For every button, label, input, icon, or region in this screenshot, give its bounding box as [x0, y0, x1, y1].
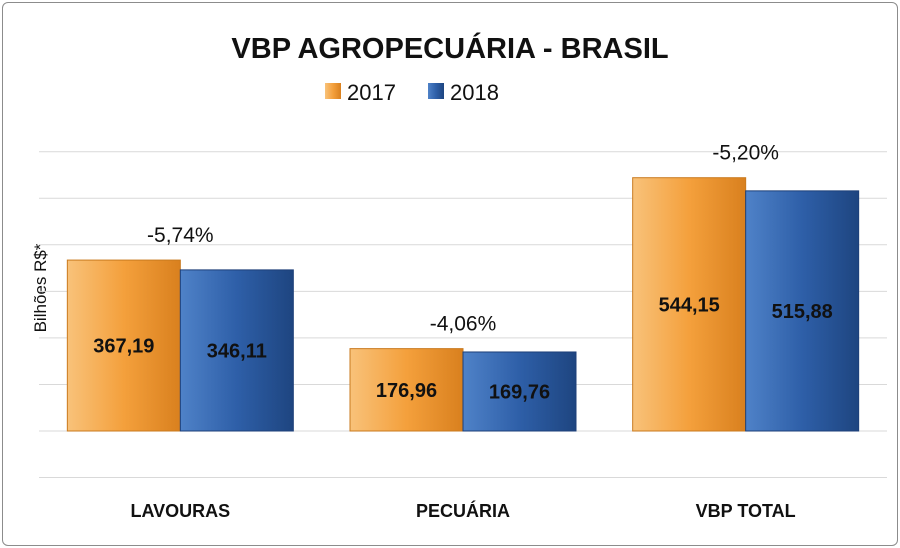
category-label: PECUÁRIA	[416, 500, 510, 521]
bar-2018-3	[745, 190, 860, 432]
y-axis-label: Bilhões R$*	[31, 243, 50, 332]
bar-value-label: 176,96	[376, 380, 437, 402]
change-label: -5,74%	[147, 224, 214, 247]
bar-2018-1	[179, 269, 294, 432]
category-label: LAVOURAS	[130, 501, 230, 521]
bar-chart: VBP AGROPECUÁRIA - BRASIL 2017 2018 Bilh…	[31, 31, 887, 521]
bar-value-label: 346,11	[207, 340, 267, 362]
bar-value-label: 515,88	[772, 301, 833, 323]
legend: 2017 2018	[325, 80, 499, 105]
bar-value-label: 169,76	[489, 381, 550, 403]
bar-2018-2	[462, 351, 577, 432]
value-labels: 367,19 346,11 -5,74% 176,96 169,76 -4,06% 544,…	[93, 142, 833, 404]
legend-swatch-2017	[325, 83, 341, 99]
legend-label-2017: 2017	[347, 80, 396, 105]
category-label: VBP TOTAL	[696, 501, 796, 521]
change-label: -4,06%	[430, 313, 497, 336]
legend-label-2018: 2018	[450, 80, 499, 105]
bars	[66, 177, 860, 432]
legend-swatch-2018	[428, 83, 444, 99]
bar-2017-2	[349, 348, 464, 432]
category-labels: LAVOURAS PECUÁRIA VBP TOTAL	[130, 500, 795, 521]
bar-value-label: 367,19	[93, 336, 154, 358]
bar-2017-1	[66, 259, 181, 432]
change-label: -5,20%	[712, 142, 779, 165]
chart-title: VBP AGROPECUÁRIA - BRASIL	[231, 31, 668, 65]
bar-value-label: 544,15	[659, 294, 720, 316]
